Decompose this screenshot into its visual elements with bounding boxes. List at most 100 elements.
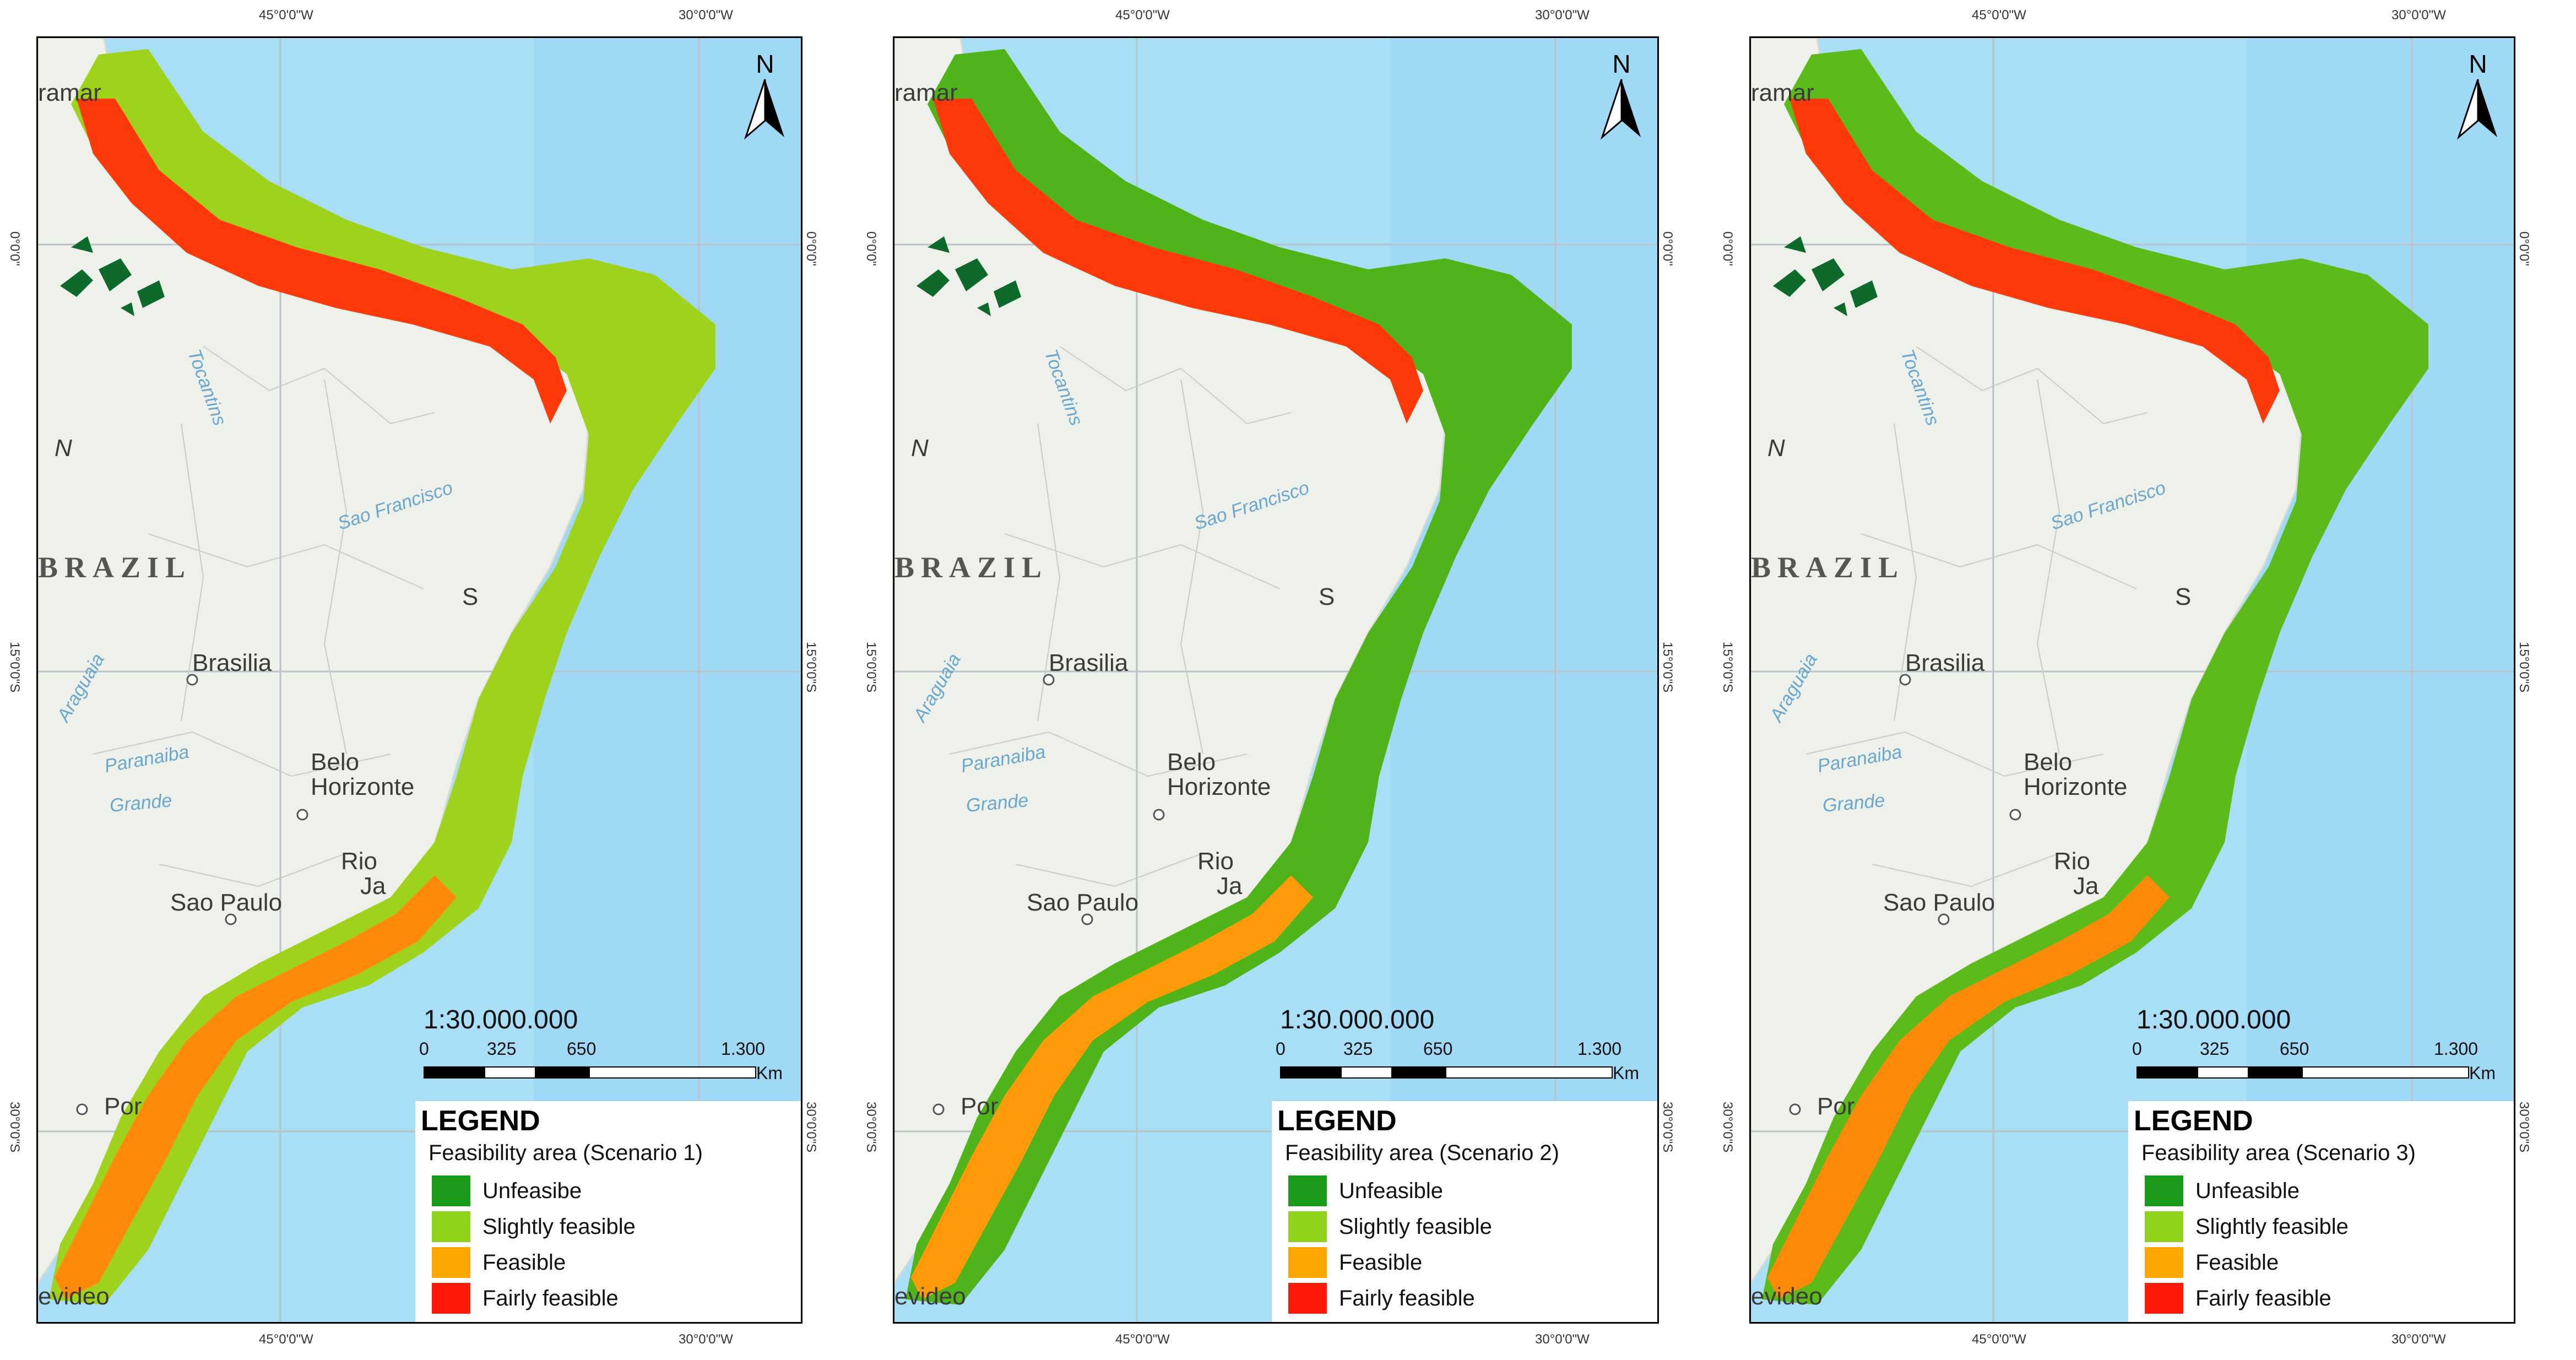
place-rio: Rio (2054, 848, 2091, 875)
feasibility-band-south (1767, 875, 2170, 1299)
lat-tick-right-30: 30°0'0"S (804, 1102, 818, 1153)
place-ja: Ja (1217, 873, 1243, 900)
place-montevideo: evideo (38, 1283, 110, 1310)
place-sao-paulo: Sao Paulo (1883, 889, 1995, 916)
city-dots (76, 674, 308, 1115)
map-frame: BRAZIL ramar N S Brasilia Belo Horizonte… (893, 36, 1659, 1324)
feasibility-band-hot (77, 99, 567, 424)
map-canvas (38, 38, 801, 1322)
delta-islands (1773, 236, 1878, 316)
place-por: Por (961, 1093, 999, 1120)
scale-ratio: 1:30.000.000 (424, 1005, 578, 1034)
place-maranhao: ramar (38, 79, 101, 106)
scale-label-650: 650 (567, 1039, 596, 1059)
feasibility-band-south (911, 875, 1313, 1299)
lat-tick-right-30: 30°0'0"S (2517, 1102, 2531, 1153)
feasibility-band-hot (933, 99, 1423, 424)
place-rio: Rio (341, 848, 378, 875)
lon-tick-bottom-right: 30°0'0"W (679, 1332, 733, 1347)
place-s-partial: S (2175, 583, 2192, 610)
scale-unit: Km (2469, 1063, 2496, 1083)
place-belo: Belo (1167, 749, 1216, 776)
country-label: BRAZIL (894, 551, 1049, 584)
scale-label-325: 325 (1343, 1039, 1373, 1059)
city-dots (1789, 674, 2021, 1115)
scale-ratio: 1:30.000.000 (2136, 1005, 2291, 1034)
lon-tick-top-right: 30°0'0"W (679, 8, 733, 23)
scale-ratio: 1:30.000.000 (1280, 1005, 1435, 1034)
scale-label-0: 0 (1276, 1039, 1286, 1059)
state-borders (1805, 346, 2148, 887)
legend-title: LEGEND (2134, 1105, 2253, 1137)
lon-tick-top-left: 45°0'0"W (1115, 8, 1170, 23)
lat-tick-left-30: 30°0'0"S (864, 1102, 878, 1153)
legend-title: LEGEND (1277, 1105, 1397, 1137)
map-frame: BRAZIL ramar N S Brasilia Belo Horizonte… (36, 36, 802, 1324)
place-ja: Ja (360, 873, 386, 900)
scale-unit: Km (756, 1063, 783, 1083)
lat-tick-left-30: 30°0'0"S (7, 1102, 22, 1153)
legend-subtitle: Feasibility area (Scenario 2) (1285, 1141, 1559, 1165)
legend: LEGEND Feasibility area (Scenario 1) Unf… (415, 1101, 801, 1322)
legend-subtitle: Feasibility area (Scenario 3) (2141, 1141, 2416, 1165)
place-por: Por (1817, 1093, 1855, 1120)
feasibility-band-outer (1762, 49, 2428, 1305)
legend: LEGEND Feasibility area (Scenario 3) Unf… (2128, 1101, 2514, 1322)
lat-tick-left-15: 15°0'0"S (1720, 642, 1735, 693)
place-rio: Rio (1197, 848, 1234, 875)
scale-label-1300: 1.300 (721, 1039, 766, 1059)
scale-bar: 1:30.000.000 0 325 650 1.300 Km (419, 1005, 783, 1087)
scale-unit: Km (1613, 1063, 1639, 1083)
lon-tick-bottom-right: 30°0'0"W (1535, 1332, 1590, 1347)
lon-tick-top-right: 30°0'0"W (1535, 8, 1590, 23)
place-maranhao: ramar (1751, 79, 1814, 106)
delta-islands (60, 236, 165, 316)
scale-label-0: 0 (419, 1039, 429, 1059)
lat-tick-right-0: 0°0'0" (804, 231, 818, 266)
place-horizonte: Horizonte (1167, 773, 1271, 800)
place-horizonte: Horizonte (311, 773, 415, 800)
lat-tick-right-15: 15°0'0"S (2517, 642, 2531, 693)
place-belo: Belo (311, 749, 360, 776)
place-horizonte: Horizonte (2024, 773, 2128, 800)
lat-tick-left-30: 30°0'0"S (1720, 1102, 1735, 1153)
scale-label-1300: 1.300 (1577, 1039, 1622, 1059)
lon-tick-top-right: 30°0'0"W (2391, 8, 2446, 23)
place-por: Por (104, 1093, 142, 1120)
legend: LEGEND Feasibility area (Scenario 2) Unf… (1272, 1101, 1657, 1322)
legend-subtitle: Feasibility area (Scenario 1) (429, 1141, 703, 1165)
scale-label-650: 650 (2280, 1039, 2309, 1059)
north-arrow: N (2453, 49, 2503, 143)
lon-tick-top-left: 45°0'0"W (1972, 8, 2026, 23)
north-arrow: N (1597, 49, 1646, 143)
scale-label-325: 325 (487, 1039, 517, 1059)
lon-tick-bottom-left: 45°0'0"W (1972, 1332, 2026, 1347)
place-maranhao: ramar (894, 79, 958, 106)
scale-label-0: 0 (2132, 1039, 2142, 1059)
place-n-partial: N (55, 435, 72, 462)
city-dots (932, 674, 1165, 1115)
place-brasilia: Brasilia (192, 649, 272, 676)
map-panel-scenario-2: 45°0'0"W 30°0'0"W 45°0'0"W 30°0'0"W 0°0'… (856, 0, 1675, 1360)
scale-bar: 1:30.000.000 0 325 650 1.300 Km (1276, 1005, 1639, 1087)
lat-tick-left-15: 15°0'0"S (864, 642, 878, 693)
map-panel-scenario-1: 45°0'0"W 30°0'0"W 45°0'0"W 30°0'0"W 0°0'… (0, 0, 818, 1360)
lat-tick-right-0: 0°0'0" (2517, 231, 2531, 266)
place-montevideo: evideo (1751, 1283, 1823, 1310)
lat-tick-left-0: 0°0'0" (7, 231, 22, 266)
scale-label-1300: 1.300 (2434, 1039, 2479, 1059)
lat-tick-right-0: 0°0'0" (1660, 231, 1675, 266)
lon-tick-top-left: 45°0'0"W (259, 8, 313, 23)
lat-tick-left-0: 0°0'0" (864, 231, 878, 266)
place-brasilia: Brasilia (1905, 649, 1985, 676)
state-borders (93, 346, 435, 887)
place-n-partial: N (911, 435, 929, 462)
state-borders (949, 346, 1292, 887)
place-sao-paulo: Sao Paulo (1027, 889, 1139, 916)
lat-tick-right-15: 15°0'0"S (804, 642, 818, 693)
country-label: BRAZIL (38, 551, 192, 584)
feasibility-band-outer (905, 49, 1572, 1305)
delta-islands (916, 236, 1021, 316)
legend-title: LEGEND (421, 1105, 540, 1137)
north-arrow: N (740, 49, 790, 143)
